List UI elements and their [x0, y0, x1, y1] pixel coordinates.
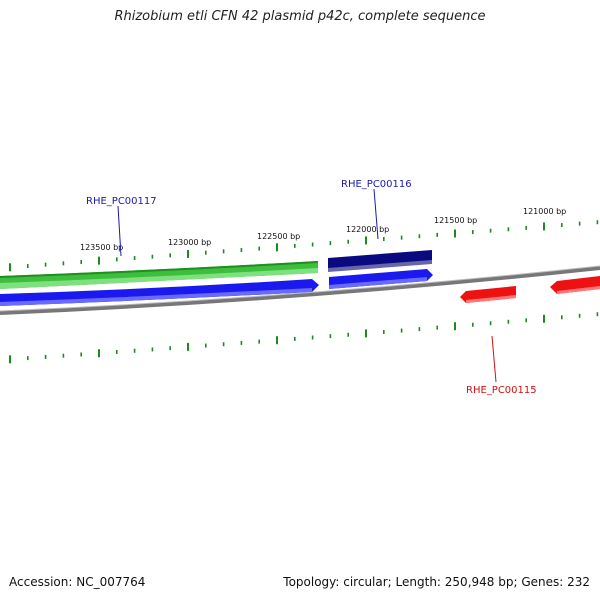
accession-label: Accession: NC_007764: [9, 575, 146, 589]
forward-gene-track[interactable]: [0, 261, 318, 289]
gene-rhe-pc00115-feature[interactable]: [460, 286, 516, 303]
minus-strand-gene-edge[interactable]: [550, 276, 600, 294]
scale-label-122000: 122000 bp: [346, 225, 389, 234]
map-title: Rhizobium etli CFN 42 plasmid p42c, comp…: [114, 9, 486, 24]
scale-label-123000: 123000 bp: [168, 238, 211, 247]
outer-tick-scale: [9, 220, 599, 272]
scale-label-121000: 121000 bp: [523, 207, 566, 216]
scale-label-123500: 123500 bp: [80, 243, 123, 252]
scale-label-121500: 121500 bp: [434, 216, 477, 225]
gene-label-rhe-pc00115[interactable]: RHE_PC00115: [466, 385, 537, 396]
gene-label-rhe-pc00116[interactable]: RHE_PC00116: [341, 179, 412, 190]
reverse-gene-track-right[interactable]: [329, 269, 433, 289]
gene-rhe-pc00116-feature[interactable]: [328, 250, 432, 272]
reverse-gene-track-left[interactable]: [0, 279, 319, 306]
scale-label-122500: 122500 bp: [257, 232, 300, 241]
sequence-backbone: [0, 266, 600, 315]
gene-label-rhe-pc00117[interactable]: RHE_PC00117: [86, 196, 157, 207]
inner-tick-scale: [9, 312, 599, 364]
topology-summary: Topology: circular; Length: 250,948 bp; …: [283, 575, 590, 589]
